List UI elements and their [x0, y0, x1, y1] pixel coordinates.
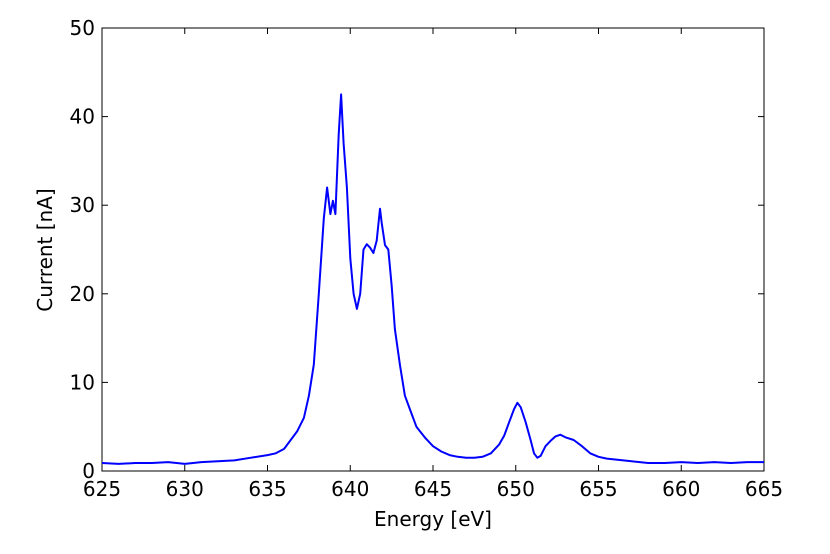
- x-axis-label: Energy [eV]: [374, 507, 492, 531]
- x-tick-label: 635: [248, 477, 286, 501]
- x-tick-label: 665: [745, 477, 783, 501]
- x-tick-label: 640: [331, 477, 369, 501]
- data-layer: [101, 93, 764, 465]
- y-tick-label: 10: [70, 370, 95, 394]
- x-tick-label: 650: [497, 477, 535, 501]
- y-tick-label: 50: [70, 16, 95, 40]
- plot-frame: [101, 27, 765, 472]
- x-tick-label: 660: [662, 477, 700, 501]
- x-tick-label: 645: [414, 477, 452, 501]
- y-tick-label: 30: [70, 193, 95, 217]
- x-tick-label: 625: [83, 477, 121, 501]
- series-line: [101, 93, 764, 465]
- x-tick-label: 655: [579, 477, 617, 501]
- x-tick-label: 630: [166, 477, 204, 501]
- tick-layer: 625 630 635 640 645 650 655 660 665 0 10 20 30 40 50: [70, 16, 784, 501]
- y-axis-label: Current [nA]: [33, 188, 57, 311]
- y-tick-label: 40: [70, 105, 95, 129]
- y-tick-label: 0: [82, 459, 95, 483]
- y-tick-label: 20: [70, 282, 95, 306]
